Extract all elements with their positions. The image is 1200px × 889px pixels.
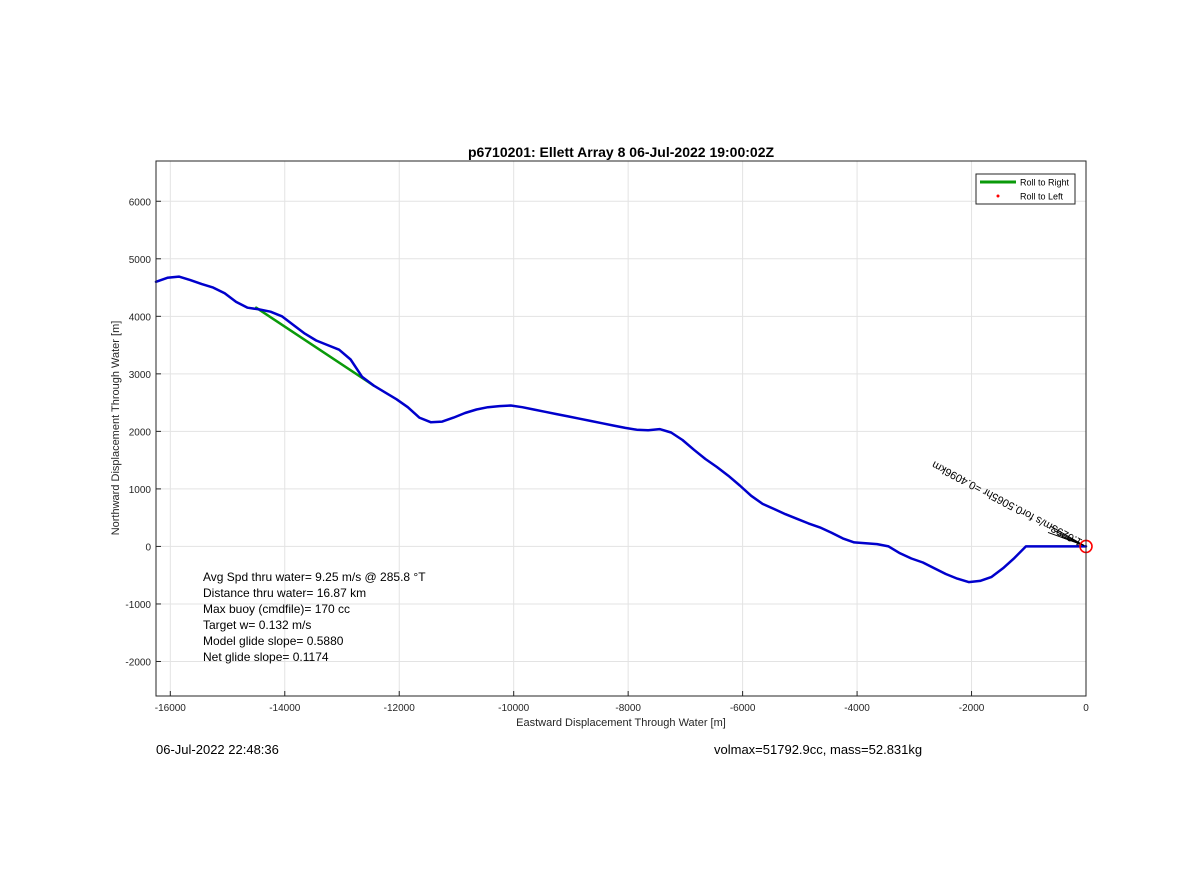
footer-timestamp: 06-Jul-2022 22:48:36 [156,742,279,757]
y-tick-label: 2000 [129,427,152,438]
x-tick-label: -16000 [155,703,187,714]
y-tick-label: 3000 [129,370,152,381]
x-axis-label: Eastward Displacement Through Water [m] [516,717,726,729]
stats-line: Distance thru water= 16.87 km [203,586,366,600]
series-layer [154,275,1088,584]
legend-swatch-dot [996,194,1000,198]
legend-box [975,173,1076,205]
stats-line: Target w= 0.132 m/s [203,618,311,632]
plot-frame [155,160,1087,697]
footer-vehicle-info: volmax=51792.9cc, mass=52.831kg [714,742,923,757]
x-axis-ticks: -16000 -14000 -12000 -10000 -8000 -6000 -4000 -… [155,691,1089,714]
y-tick-label: 1000 [129,485,152,496]
track-line [154,275,1088,584]
x-tick-label: -12000 [384,703,416,714]
x-tick-label: -8000 [615,703,641,714]
y-axis-ticks: -2000 -1000 0 1000 2000 3000 4000 5000 6000 [125,197,161,668]
y-tick-label: 0 [145,542,151,553]
stats-line: Model glide slope= 0.5880 [203,634,344,648]
chart-title: p6710201: Ellett Array 8 06-Jul-2022 19:… [468,144,775,160]
y-tick-label: -1000 [125,600,151,611]
x-tick-label: -14000 [269,703,301,714]
x-tick-label: 0 [1083,703,1089,714]
y-tick-label: 5000 [129,255,152,266]
x-tick-label: -6000 [730,703,756,714]
y-tick-label: -2000 [125,657,151,668]
y-tick-label: 6000 [129,197,152,208]
legend-label: Roll to Right [1020,178,1070,188]
y-tick-label: 4000 [129,312,152,323]
x-tick-label: -2000 [959,703,985,714]
y-axis-label: Northward Displacement Through Water [m] [110,321,122,536]
legend-label: Roll to Left [1020,192,1064,202]
plot-area [156,161,1086,696]
stats-line: Avg Spd thru water= 9.25 m/s @ 285.8 °T [203,570,426,584]
stats-line: Max buoy (cmdfile)= 170 cc [203,602,350,616]
x-tick-label: -4000 [844,703,870,714]
roll-right-line [254,306,375,387]
vector-arrow [1047,531,1085,546]
stats-block: Avg Spd thru water= 9.25 m/s @ 285.8 °T D… [203,570,426,664]
stats-line: Net glide slope= 0.1174 [203,650,329,664]
legend: Roll to Right Roll to Left [975,173,1076,205]
x-tick-label: -10000 [498,703,530,714]
